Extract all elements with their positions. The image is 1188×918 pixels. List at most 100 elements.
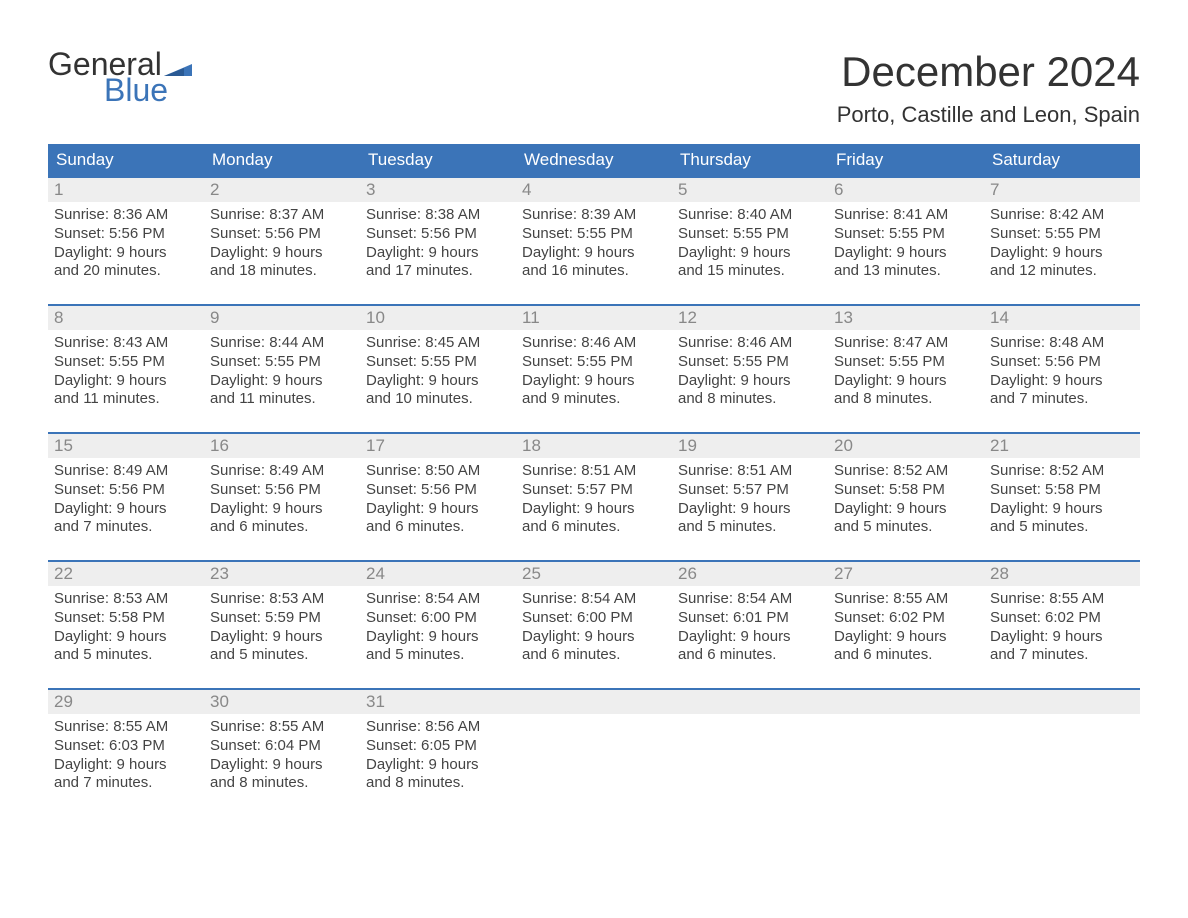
- daylight-line1: Daylight: 9 hours: [54, 372, 198, 391]
- sunset-text: Sunset: 6:03 PM: [54, 737, 198, 756]
- dow-tue: Tuesday: [360, 144, 516, 176]
- day-number: 2: [210, 180, 219, 199]
- daynum-band: [672, 690, 828, 714]
- month-title: December 2024: [837, 48, 1140, 96]
- calendar: Sunday Monday Tuesday Wednesday Thursday…: [48, 144, 1140, 802]
- day-cell: 7Sunrise: 8:42 AMSunset: 5:55 PMDaylight…: [984, 178, 1140, 290]
- day-body: Sunrise: 8:38 AMSunset: 5:56 PMDaylight:…: [360, 202, 516, 287]
- sunset-text: Sunset: 5:56 PM: [366, 481, 510, 500]
- day-body: Sunrise: 8:56 AMSunset: 6:05 PMDaylight:…: [360, 714, 516, 799]
- sunrise-text: Sunrise: 8:54 AM: [678, 590, 822, 609]
- day-number: 4: [522, 180, 531, 199]
- day-number: 7: [990, 180, 999, 199]
- day-cell: 12Sunrise: 8:46 AMSunset: 5:55 PMDayligh…: [672, 306, 828, 418]
- daylight-line1: Daylight: 9 hours: [522, 628, 666, 647]
- day-body: Sunrise: 8:54 AMSunset: 6:00 PMDaylight:…: [516, 586, 672, 671]
- day-cell: 27 Sunrise: 8:55 AMSunset: 6:02 PMDayligh…: [828, 562, 984, 674]
- daylight-line1: Daylight: 9 hours: [366, 372, 510, 391]
- day-body: Sunrise: 8:46 AMSunset: 5:55 PMDaylight:…: [516, 330, 672, 415]
- day-cell: 3 Sunrise: 8:38 AMSunset: 5:56 PMDaylight…: [360, 178, 516, 290]
- sunrise-text: Sunrise: 8:36 AM: [54, 206, 198, 225]
- day-body: Sunrise: 8:52 AMSunset: 5:58 PMDaylight:…: [828, 458, 984, 543]
- daylight-line2: and 8 minutes.: [366, 774, 510, 793]
- week-row: 1Sunrise: 8:36 AMSunset: 5:56 PMDaylight…: [48, 176, 1140, 290]
- daylight-line2: and 9 minutes.: [522, 390, 666, 409]
- weeks-container: 1Sunrise: 8:36 AMSunset: 5:56 PMDaylight…: [48, 176, 1140, 802]
- daylight-line2: and 6 minutes.: [522, 518, 666, 537]
- sunset-text: Sunset: 5:58 PM: [990, 481, 1134, 500]
- daylight-line2: and 6 minutes.: [522, 646, 666, 665]
- day-body: Sunrise: 8:46 AMSunset: 5:55 PMDaylight:…: [672, 330, 828, 415]
- sunset-text: Sunset: 6:02 PM: [834, 609, 978, 628]
- daylight-line1: Daylight: 9 hours: [54, 756, 198, 775]
- sunrise-text: Sunrise: 8:51 AM: [522, 462, 666, 481]
- sunset-text: Sunset: 5:56 PM: [54, 225, 198, 244]
- daylight-line1: Daylight: 9 hours: [54, 244, 198, 263]
- day-cell: 14Sunrise: 8:48 AMSunset: 5:56 PMDayligh…: [984, 306, 1140, 418]
- day-body: Sunrise: 8:49 AMSunset: 5:56 PMDaylight:…: [204, 458, 360, 543]
- daylight-line2: and 8 minutes.: [834, 390, 978, 409]
- daynum-band: 6: [828, 178, 984, 202]
- day-body: Sunrise: 8:40 AMSunset: 5:55 PMDaylight:…: [672, 202, 828, 287]
- day-body: Sunrise: 8:52 AMSunset: 5:58 PMDaylight:…: [984, 458, 1140, 543]
- daylight-line1: Daylight: 9 hours: [54, 500, 198, 519]
- daylight-line1: Daylight: 9 hours: [834, 500, 978, 519]
- day-body: Sunrise: 8:36 AMSunset: 5:56 PMDaylight:…: [48, 202, 204, 287]
- sunrise-text: Sunrise: 8:49 AM: [210, 462, 354, 481]
- daylight-line2: and 16 minutes.: [522, 262, 666, 281]
- sunrise-text: Sunrise: 8:49 AM: [54, 462, 198, 481]
- daynum-band: 13: [828, 306, 984, 330]
- day-cell: 25Sunrise: 8:54 AMSunset: 6:00 PMDayligh…: [516, 562, 672, 674]
- daynum-band: 16: [204, 434, 360, 458]
- day-number: 3: [366, 180, 375, 199]
- sunset-text: Sunset: 5:55 PM: [678, 225, 822, 244]
- daylight-line2: and 10 minutes.: [366, 390, 510, 409]
- week-row: 8Sunrise: 8:43 AMSunset: 5:55 PMDaylight…: [48, 304, 1140, 418]
- sunset-text: Sunset: 5:55 PM: [990, 225, 1134, 244]
- daylight-line2: and 7 minutes.: [54, 518, 198, 537]
- sunset-text: Sunset: 6:05 PM: [366, 737, 510, 756]
- day-body: Sunrise: 8:55 AMSunset: 6:03 PMDaylight:…: [48, 714, 204, 799]
- daynum-band: 19: [672, 434, 828, 458]
- daylight-line2: and 7 minutes.: [54, 774, 198, 793]
- day-cell: 9Sunrise: 8:44 AMSunset: 5:55 PMDaylight…: [204, 306, 360, 418]
- day-body: Sunrise: 8:51 AMSunset: 5:57 PMDaylight:…: [672, 458, 828, 543]
- daynum-band: 30: [204, 690, 360, 714]
- day-cell: 11Sunrise: 8:46 AMSunset: 5:55 PMDayligh…: [516, 306, 672, 418]
- daylight-line2: and 5 minutes.: [834, 518, 978, 537]
- daynum-band: 21: [984, 434, 1140, 458]
- day-number: 27: [834, 564, 853, 583]
- day-cell: 30Sunrise: 8:55 AMSunset: 6:04 PMDayligh…: [204, 690, 360, 802]
- sunrise-text: Sunrise: 8:52 AM: [834, 462, 978, 481]
- daylight-line1: Daylight: 9 hours: [990, 244, 1134, 263]
- daynum-band: [516, 690, 672, 714]
- daylight-line1: Daylight: 9 hours: [834, 628, 978, 647]
- day-number: 10: [366, 308, 385, 327]
- day-body: Sunrise: 8:51 AMSunset: 5:57 PMDaylight:…: [516, 458, 672, 543]
- day-number: 29: [54, 692, 73, 711]
- sunset-text: Sunset: 5:56 PM: [210, 225, 354, 244]
- day-cell: 10Sunrise: 8:45 AMSunset: 5:55 PMDayligh…: [360, 306, 516, 418]
- daynum-band: 26: [672, 562, 828, 586]
- day-cell: 29 Sunrise: 8:55 AMSunset: 6:03 PMDayligh…: [48, 690, 204, 802]
- daynum-band: 10: [360, 306, 516, 330]
- daylight-line2: and 6 minutes.: [366, 518, 510, 537]
- week-row: 22Sunrise: 8:53 AMSunset: 5:58 PMDayligh…: [48, 560, 1140, 674]
- day-body: Sunrise: 8:50 AMSunset: 5:56 PMDaylight:…: [360, 458, 516, 543]
- daynum-band: [984, 690, 1140, 714]
- day-body: Sunrise: 8:53 AMSunset: 5:58 PMDaylight:…: [48, 586, 204, 671]
- day-cell: 18Sunrise: 8:51 AMSunset: 5:57 PMDayligh…: [516, 434, 672, 546]
- day-cell: 6Sunrise: 8:41 AMSunset: 5:55 PMDaylight…: [828, 178, 984, 290]
- daylight-line2: and 6 minutes.: [678, 646, 822, 665]
- daylight-line1: Daylight: 9 hours: [210, 372, 354, 391]
- day-body: Sunrise: 8:55 AMSunset: 6:02 PMDaylight:…: [984, 586, 1140, 671]
- daynum-band: 27: [828, 562, 984, 586]
- day-number: 24: [366, 564, 385, 583]
- day-cell: 5Sunrise: 8:40 AMSunset: 5:55 PMDaylight…: [672, 178, 828, 290]
- sunset-text: Sunset: 5:55 PM: [834, 353, 978, 372]
- day-number: 19: [678, 436, 697, 455]
- day-body: Sunrise: 8:55 AMSunset: 6:02 PMDaylight:…: [828, 586, 984, 671]
- day-cell: 13Sunrise: 8:47 AMSunset: 5:55 PMDayligh…: [828, 306, 984, 418]
- daylight-line1: Daylight: 9 hours: [210, 628, 354, 647]
- sunset-text: Sunset: 5:55 PM: [678, 353, 822, 372]
